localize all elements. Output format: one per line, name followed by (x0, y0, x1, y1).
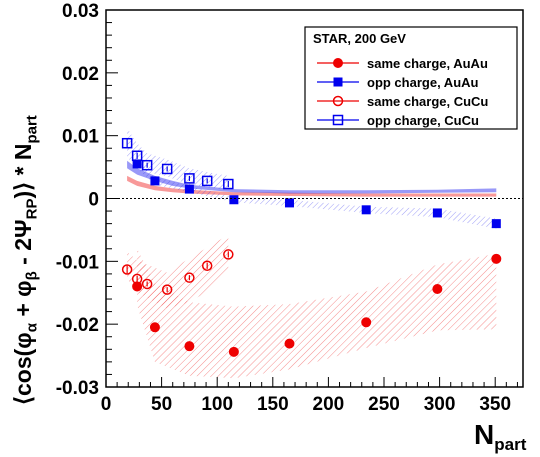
legend-entry: opp charge, CuCu (367, 113, 479, 128)
data-point (201, 260, 213, 271)
x-tick-label: 50 (151, 394, 172, 415)
data-point (131, 150, 143, 162)
y-axis-label-text: ⟨cos(φα + φβ - 2ΨRP)⟩ * Npart (10, 115, 41, 405)
data-point (141, 278, 153, 290)
x-tick-label: 0 (101, 394, 112, 415)
data-point (284, 338, 295, 349)
legend-entry: opp charge, AuAu (367, 75, 479, 90)
y-tick-label: 0 (88, 190, 99, 211)
data-point (432, 208, 442, 218)
data-point (184, 173, 195, 184)
series-2 (121, 249, 234, 295)
data-point (161, 284, 173, 295)
data-point (223, 178, 234, 190)
series-band-3 (127, 128, 229, 191)
legend-entry: same charge, CuCu (367, 94, 488, 109)
systematic-band-0 (127, 175, 497, 197)
data-point (150, 176, 160, 186)
data-point (161, 163, 173, 175)
data-point (131, 273, 143, 285)
x-axis-label-sub: part (494, 435, 526, 454)
series-band-2 (127, 234, 229, 309)
data-point (141, 159, 153, 171)
data-point (132, 159, 142, 169)
data-point (184, 272, 195, 283)
x-axis: 0 50 100 150 200 250 300 350 (101, 377, 518, 415)
legend-marker (333, 58, 343, 68)
legend-marker (333, 77, 343, 87)
data-point (432, 283, 443, 294)
series-band-0 (137, 248, 497, 379)
data-point (361, 317, 372, 328)
legend-entry: same charge, AuAu (367, 56, 488, 71)
systematic-band-1 (127, 160, 497, 194)
series-band-1 (137, 159, 497, 229)
y-axis: -0.03 -0.02 -0.01 0 0.01 0.02 0.03 (56, 1, 118, 399)
data-point (223, 249, 234, 260)
series-0 (132, 253, 502, 357)
data-series (121, 137, 502, 357)
data-point (228, 346, 239, 357)
data-point (201, 175, 213, 187)
y-tick-label: -0.02 (56, 315, 99, 336)
legend-marker (332, 114, 344, 126)
data-point (361, 205, 371, 215)
x-tick-label: 150 (257, 394, 289, 415)
x-tick-label: 100 (201, 394, 233, 415)
data-point (229, 195, 239, 205)
x-tick-label: 350 (479, 394, 511, 415)
data-point (184, 184, 194, 194)
legend-marker (332, 95, 344, 107)
uncertainty-bands (127, 128, 497, 379)
series-1 (132, 159, 501, 229)
data-point (284, 198, 294, 208)
data-point (149, 322, 160, 333)
y-tick-label: -0.03 (56, 378, 99, 399)
x-tick-label: 250 (368, 394, 400, 415)
data-point (491, 219, 501, 229)
y-axis-label: ⟨cos(φα + φβ - 2ΨRP)⟩ * Npart (10, 115, 41, 405)
legend: STAR, 200 GeV same charge, AuAu opp charge… (304, 26, 518, 130)
data-point (121, 137, 133, 149)
y-tick-label: 0.03 (62, 1, 99, 22)
series-3 (121, 137, 234, 190)
data-point (491, 253, 502, 264)
data-point (121, 264, 133, 275)
x-axis-label-main: N (474, 419, 494, 450)
y-tick-label: -0.01 (56, 252, 100, 273)
x-tick-label: 200 (313, 394, 345, 415)
y-tick-label: 0.01 (62, 127, 99, 148)
data-point (184, 341, 195, 352)
y-tick-label: 0.02 (62, 64, 99, 85)
x-axis-label: Npart (474, 419, 527, 454)
legend-title: STAR, 200 GeV (313, 31, 406, 46)
x-tick-label: 300 (424, 394, 456, 415)
